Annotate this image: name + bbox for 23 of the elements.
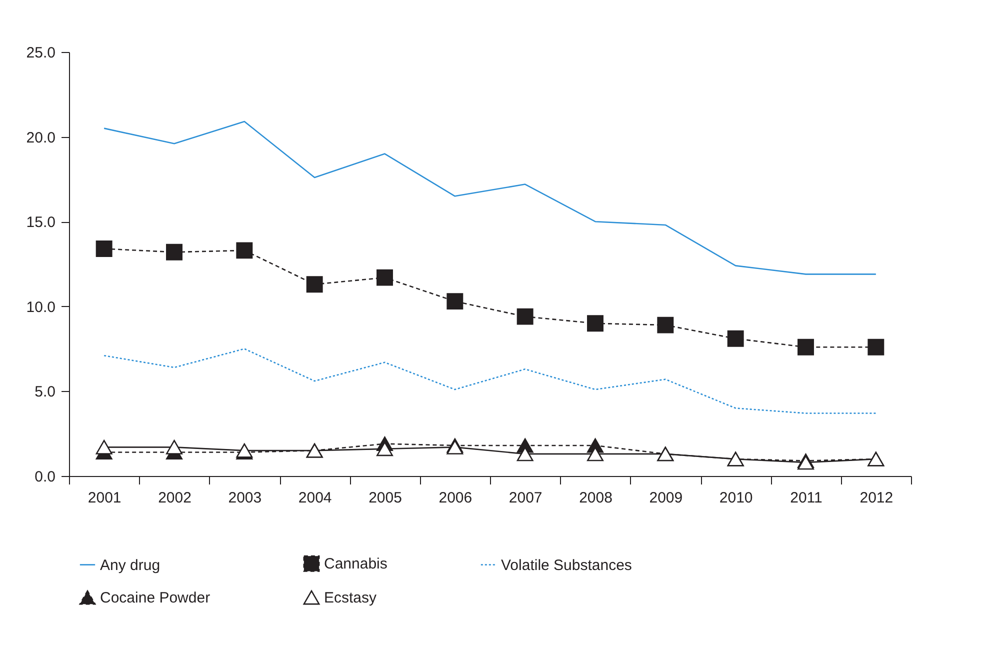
x-tick-label: 2007	[508, 490, 542, 506]
y-tick-label: 20.0	[26, 129, 56, 146]
x-tick-label: 2011	[790, 490, 822, 506]
x-tick-label: 2012	[860, 490, 894, 506]
y-tick-label: 0.0	[34, 468, 56, 486]
x-tick-label: 2003	[228, 490, 262, 506]
x-tick-label: 2008	[579, 490, 612, 506]
y-tick-label: 25.0	[26, 44, 56, 62]
x-tick-label: 2001	[88, 490, 122, 506]
legend-label: Ecstasy	[324, 590, 378, 606]
legend-label: Any drug	[100, 556, 160, 574]
x-tick-label: 2005	[368, 490, 402, 506]
y-tick-label: 15.0	[26, 214, 56, 232]
y-tick-label: 10.0	[26, 298, 56, 316]
x-tick-label: 2002	[158, 490, 192, 506]
legend-label: Volatile Substances	[501, 556, 632, 574]
legend-label: Cannabis	[324, 556, 388, 573]
x-tick-label: 2010	[719, 490, 753, 506]
x-tick-label: 2006	[438, 490, 472, 506]
x-tick-label: 2004	[298, 490, 332, 506]
legend-label: Cocaine Powder	[100, 590, 210, 606]
y-tick-label: 5.0	[34, 384, 56, 401]
x-tick-label: 2009	[649, 490, 683, 506]
